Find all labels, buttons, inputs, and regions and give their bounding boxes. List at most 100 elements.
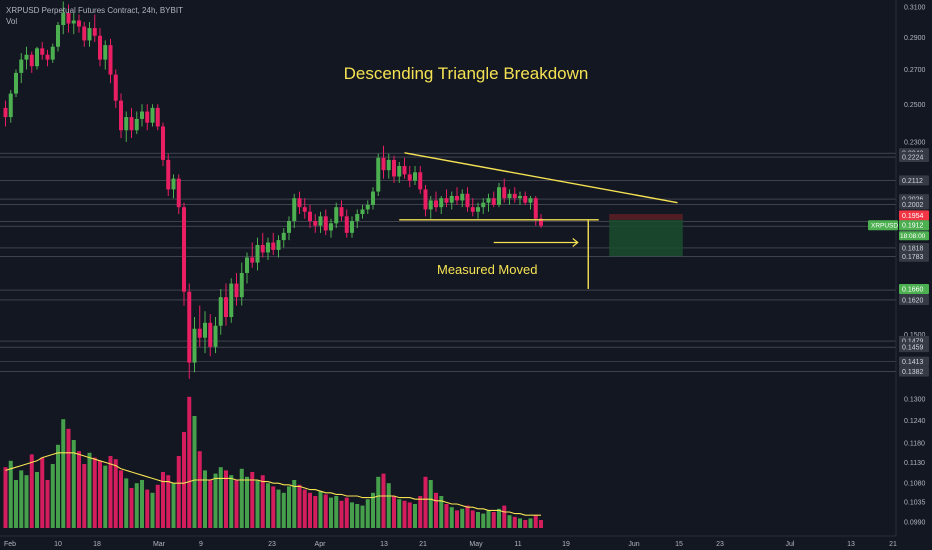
volume-bar — [35, 472, 39, 528]
candle-body — [234, 283, 239, 298]
volume-bar — [434, 492, 438, 528]
volume-label: Vol — [6, 17, 18, 26]
candle-body — [239, 272, 244, 298]
volume-bar — [329, 497, 333, 528]
candle-body — [29, 54, 34, 67]
candle-body — [502, 187, 507, 199]
volume-bar — [150, 492, 155, 528]
volume-bar — [134, 483, 139, 528]
volume-bar — [339, 500, 344, 528]
volume-bar — [486, 510, 491, 528]
volume-bar — [392, 496, 396, 528]
candle-body — [92, 28, 97, 36]
level-badge-label: 0.1818 — [902, 245, 924, 252]
candle-body — [308, 211, 312, 221]
candle-body — [397, 166, 402, 177]
volume-bar — [313, 496, 318, 528]
volume-bar — [350, 502, 354, 528]
x-tick-label: Jun — [628, 541, 639, 548]
candle-body — [439, 198, 444, 208]
volume-bar — [171, 483, 176, 528]
volume-bar — [103, 465, 108, 528]
volume-bar — [360, 505, 365, 528]
volume-bar — [470, 510, 475, 528]
candle-body — [140, 111, 144, 119]
level-badge-label: 0.1783 — [902, 254, 924, 261]
level-badge — [899, 152, 929, 163]
candle-body — [50, 46, 55, 60]
volume-bar — [386, 483, 391, 528]
candle-body — [523, 195, 528, 203]
candle-body — [497, 187, 501, 205]
volume-bar — [203, 470, 207, 528]
candle-body — [155, 107, 160, 127]
x-tick-label: 15 — [675, 541, 683, 548]
candle-body — [518, 195, 522, 199]
candle-body — [197, 328, 202, 338]
stop-zone — [609, 214, 683, 220]
x-tick-label: May — [469, 541, 483, 548]
level-badge-label: 0.1479 — [902, 339, 924, 346]
volume-bar — [234, 480, 239, 528]
candle-body — [119, 100, 123, 131]
volume-bar — [192, 416, 197, 528]
volume-bar — [155, 484, 160, 528]
volume-bar — [119, 470, 123, 528]
timer-badge-label: 18:08:00 — [900, 233, 926, 240]
volume-bar — [56, 444, 60, 528]
candle-body — [402, 166, 407, 175]
volume-bar — [129, 488, 134, 528]
volume-bar — [19, 470, 24, 528]
x-tick-label: Feb — [4, 541, 16, 548]
candle-body — [449, 195, 454, 203]
candle-body — [271, 242, 276, 250]
volume-bar — [197, 451, 202, 528]
candle-body — [103, 45, 108, 60]
candle-body — [344, 216, 349, 233]
volume-bar — [77, 451, 81, 528]
arrow-head — [572, 238, 579, 247]
volume-bar — [281, 492, 286, 528]
volume-bar — [528, 518, 533, 528]
y-tick-label: 0.1180 — [904, 440, 925, 447]
volume-bar — [66, 428, 71, 528]
volume-bar — [187, 396, 192, 528]
x-tick-label: 21 — [889, 541, 897, 548]
y-tick-label: 0.1035 — [904, 500, 926, 507]
candle-body — [187, 291, 192, 363]
volume-bar — [276, 489, 281, 528]
volume-bar — [481, 513, 486, 528]
volume-bar — [539, 520, 543, 528]
candle-body — [108, 45, 113, 75]
candle-body — [24, 54, 29, 60]
volume-bar — [218, 467, 223, 528]
candle-body — [281, 232, 286, 241]
volume-bar — [166, 475, 171, 528]
x-tick-label: 10 — [54, 541, 62, 548]
level-badge — [899, 199, 929, 210]
volume-bar — [266, 483, 270, 528]
volume-bar — [229, 475, 234, 528]
candle-body — [455, 195, 459, 201]
candle-body — [392, 159, 396, 177]
volume-bar — [14, 480, 18, 528]
volume-bar — [213, 473, 218, 528]
volume-bar — [87, 452, 92, 528]
candle-body — [266, 242, 270, 253]
volume-bar — [260, 475, 265, 528]
candle-body — [355, 214, 360, 221]
candle-body — [371, 191, 375, 205]
candle-body — [245, 257, 249, 273]
candle-body — [224, 297, 228, 317]
candle-body — [255, 244, 260, 263]
level-badge — [899, 356, 929, 367]
x-tick-label: Jul — [786, 541, 795, 548]
x-tick-label: 9 — [199, 541, 203, 548]
price-badge-label: 0.1660 — [902, 286, 924, 293]
x-tick-label: 11 — [514, 541, 521, 548]
price-badge — [899, 220, 929, 231]
candle-body — [318, 216, 323, 226]
candle-body — [512, 193, 517, 199]
time-axis-background — [0, 536, 932, 550]
